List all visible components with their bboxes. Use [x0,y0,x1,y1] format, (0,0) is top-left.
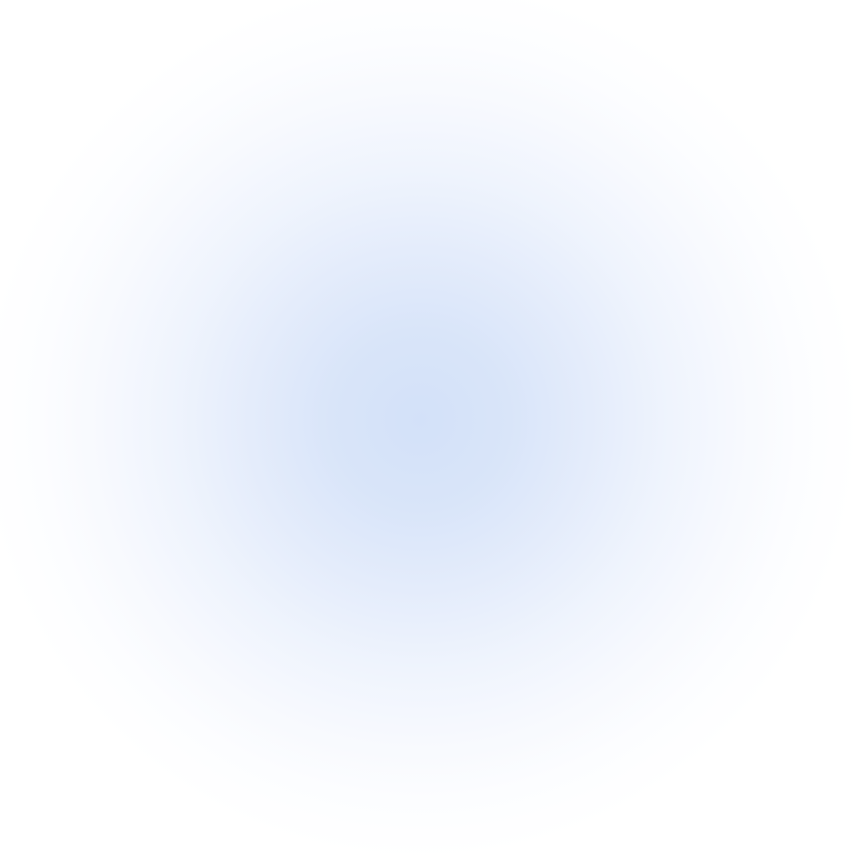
radial-glow-background [0,0,860,860]
